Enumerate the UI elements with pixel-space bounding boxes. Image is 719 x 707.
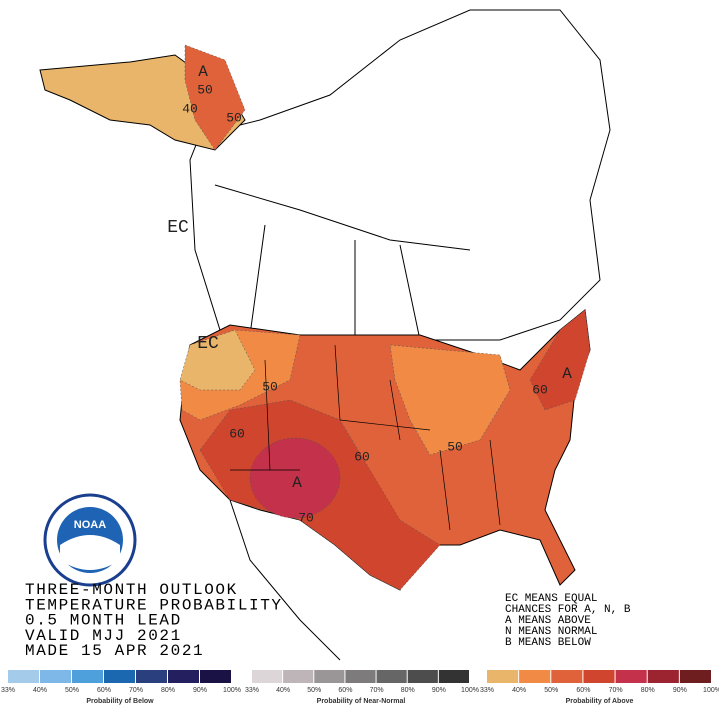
outlook-title: VALID MJJ 2021 — [25, 627, 182, 645]
legend-swatch — [615, 670, 647, 683]
map-label: 60 — [354, 449, 370, 464]
key-line: CHANCES FOR A, N, B — [505, 604, 631, 616]
legend-tick: 60% — [576, 687, 590, 694]
legend-tick: 100% — [461, 687, 479, 694]
canada — [189, 9, 611, 341]
legend-tick: 80% — [161, 687, 175, 694]
legend-swatch — [283, 670, 314, 683]
us-33-nw — [179, 329, 256, 391]
us-70 — [249, 437, 341, 519]
map-label: 50 — [197, 82, 213, 97]
legend-tick: 70% — [129, 687, 143, 694]
outlook-title: THREE-MONTH OUTLOOK — [25, 581, 238, 599]
legend-swatch — [647, 670, 679, 683]
map-label: 50 — [262, 379, 278, 394]
map-label: 60 — [229, 426, 245, 441]
key-line: EC MEANS EQUAL — [505, 593, 597, 605]
map-label: A — [198, 63, 208, 81]
us-60-east — [529, 309, 591, 411]
legend-tick: 60% — [338, 687, 352, 694]
logo-wave — [60, 535, 120, 570]
alaska-50 — [184, 44, 246, 151]
legend-swatch — [487, 670, 519, 683]
legend-swatch — [583, 670, 615, 683]
logo-text: NOAA — [74, 519, 106, 531]
key-line: N MEANS NORMAL — [505, 626, 597, 638]
mexico — [229, 499, 341, 661]
legend-swatch — [519, 670, 551, 683]
legend-tick: 40% — [512, 687, 526, 694]
noaa-logo: NOAA — [43, 493, 137, 587]
map-label: A — [292, 474, 302, 492]
map-label: 50 — [226, 110, 242, 125]
legend-swatch — [168, 670, 199, 683]
legend-swatch — [40, 670, 71, 683]
legend-tick: 40% — [276, 687, 290, 694]
legend-tick: 50% — [65, 687, 79, 694]
legend-tick: 33% — [480, 687, 494, 694]
legend-tick: 80% — [401, 687, 415, 694]
legend-tick: 33% — [1, 687, 15, 694]
legend-tick: 60% — [97, 687, 111, 694]
legend-swatch — [679, 670, 711, 683]
legend-tick: 40% — [33, 687, 47, 694]
legend-title: Probability of Near-Normal — [317, 698, 406, 705]
legend-swatch — [8, 670, 39, 683]
key-line: B MEANS BELOW — [505, 637, 591, 649]
outlook-title: TEMPERATURE PROBABILITY — [25, 596, 283, 614]
us-40-lakes — [389, 344, 511, 456]
legend-title: Probability of Below — [86, 698, 154, 705]
province-line — [214, 184, 471, 251]
map-label: 60 — [532, 382, 548, 397]
legend-swatch — [104, 670, 135, 683]
legend-swatch — [72, 670, 103, 683]
map-label: 50 — [447, 439, 463, 454]
legend-tick: 50% — [544, 687, 558, 694]
province-line — [399, 244, 421, 341]
map-label: A — [562, 365, 572, 383]
legend-tick: 70% — [609, 687, 623, 694]
key-line: A MEANS ABOVE — [505, 615, 591, 627]
legend-tick: 70% — [370, 687, 384, 694]
legend-swatch — [314, 670, 345, 683]
legend-swatch — [407, 670, 438, 683]
map-label: EC — [197, 334, 219, 354]
legend-tick: 90% — [193, 687, 207, 694]
map-label: 70 — [298, 510, 314, 525]
legend-tick: 100% — [223, 687, 241, 694]
legend-swatch — [136, 670, 167, 683]
legend-tick: 50% — [307, 687, 321, 694]
legend-swatch — [376, 670, 407, 683]
legend-swatch — [345, 670, 376, 683]
legend-tick: 100% — [703, 687, 719, 694]
legend-title: Probability of Above — [566, 698, 634, 705]
legend-swatch — [551, 670, 583, 683]
legend-tick: 90% — [432, 687, 446, 694]
legend-tick: 33% — [245, 687, 259, 694]
legend-swatch — [252, 670, 283, 683]
outlook-title: 0.5 MONTH LEAD — [25, 612, 182, 630]
map-label: EC — [167, 218, 189, 238]
legend-swatch — [200, 670, 231, 683]
outlook-title: MADE 15 APR 2021 — [25, 642, 204, 660]
legend-tick: 90% — [673, 687, 687, 694]
province-line — [249, 224, 266, 336]
legend-tick: 80% — [641, 687, 655, 694]
legend-swatch — [438, 670, 469, 683]
state-lines — [230, 344, 501, 531]
map-label: 40 — [182, 101, 198, 116]
